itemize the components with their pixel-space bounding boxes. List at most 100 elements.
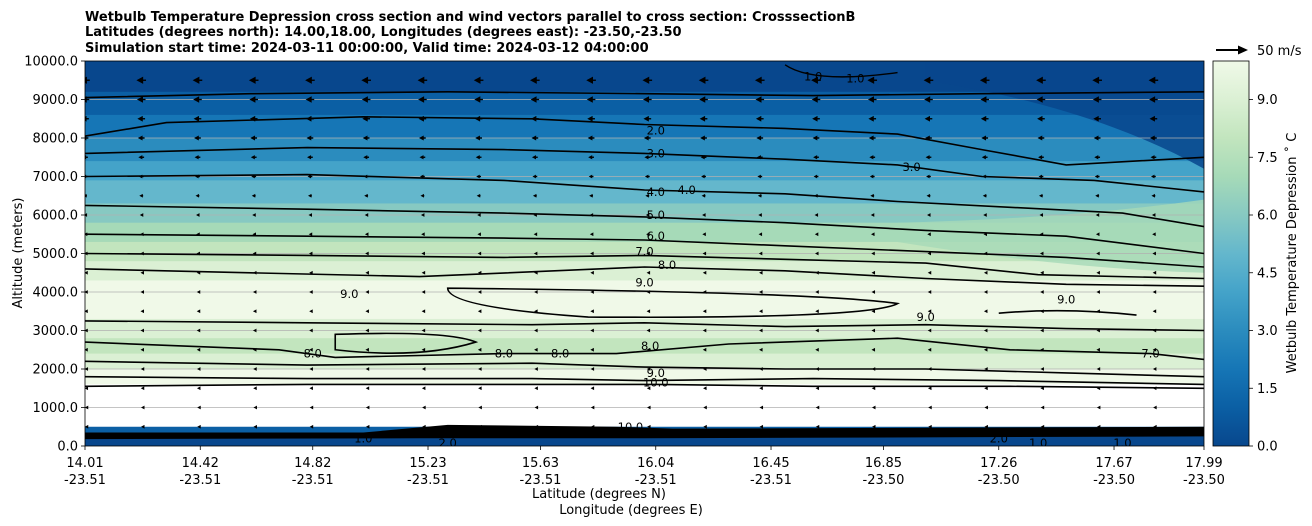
wind-vector-head <box>984 367 988 371</box>
wind-vector-head <box>1037 115 1043 122</box>
x-axis-label-longitude: Longitude (degrees E) <box>559 503 703 518</box>
wind-vector-head <box>196 309 201 314</box>
colorbar-label: Wetbulb Temperature Depression ˚ C <box>1284 133 1300 374</box>
contour-line <box>85 90 1204 99</box>
wind-vector-head <box>1092 76 1100 84</box>
wind-vector-head <box>534 328 538 333</box>
wind-vector-head <box>871 347 876 352</box>
wind-vector-head <box>421 290 426 294</box>
wind-vector-head <box>646 251 650 256</box>
wind-vector-head <box>85 309 88 314</box>
contour-label: 9.0 <box>635 275 653 289</box>
contour-label: 3.0 <box>902 160 920 174</box>
wind-vector-head <box>197 405 201 410</box>
wind-vector-head <box>642 76 650 84</box>
contour-label: 5.0 <box>647 208 665 222</box>
wind-vector-head <box>534 424 539 429</box>
wind-vector-head <box>309 290 313 294</box>
wind-vector-head <box>813 174 818 179</box>
wind-vector-head <box>756 135 762 141</box>
wind-vector-head <box>870 213 875 217</box>
contour-label: 1.0 <box>354 431 372 445</box>
wind-vector-head <box>871 424 876 429</box>
wind-vector-head <box>1036 76 1043 84</box>
wind-vector-head <box>421 270 426 275</box>
contour-fill-band <box>85 338 1204 355</box>
wind-vector-head <box>1152 309 1157 314</box>
wind-vector-head <box>192 76 200 84</box>
wind-vector-head <box>140 309 145 314</box>
chart-title-line-1: Wetbulb Temperature Depression cross sec… <box>85 10 855 25</box>
wind-vector-head <box>759 367 763 371</box>
wind-vector-head <box>590 424 595 429</box>
wind-vector-head <box>137 135 143 141</box>
wind-vector-head <box>421 328 426 333</box>
contour-label: 8.0 <box>495 347 513 361</box>
wind-vector-head <box>1093 135 1099 141</box>
wind-vector-head <box>928 405 932 410</box>
contour-label: 1.0 <box>804 69 822 83</box>
contour-label: 1.0 <box>1113 436 1131 450</box>
wind-vector-head <box>755 115 762 122</box>
wind-vector-head <box>1095 232 1100 237</box>
wind-vector-head <box>590 347 594 352</box>
wind-vector-head <box>815 405 820 410</box>
wind-vector-head <box>533 251 538 256</box>
wind-vector-head <box>253 424 257 429</box>
wind-vector-head <box>365 270 369 275</box>
chart-title-line-2: Latitudes (degrees north): 14.00,18.00, … <box>85 25 682 40</box>
wind-vector-head <box>702 213 706 217</box>
wind-vector-head <box>1096 309 1100 314</box>
contour-line <box>85 233 1204 268</box>
contour-line <box>446 287 901 319</box>
contour-fill-band <box>85 353 1204 370</box>
wind-vector-head <box>478 405 482 410</box>
wind-vector-head <box>1150 155 1155 160</box>
wind-vector-head <box>477 270 482 275</box>
wind-vector-head <box>928 424 932 429</box>
wind-vector-head <box>983 270 988 275</box>
quiver-key-label: 50 m/s <box>1257 44 1302 59</box>
wind-vector-head <box>646 328 651 333</box>
wind-vector-head <box>923 76 931 84</box>
y-tick-label: 5000.0 <box>33 247 79 262</box>
wind-vector-head <box>534 386 538 391</box>
wind-vector-head <box>1096 386 1101 391</box>
wind-vector-head <box>1039 213 1043 217</box>
wind-vector-head <box>364 193 368 198</box>
contour-fill-band <box>85 180 1204 204</box>
colorbar-ticks: 0.0 1.5 3.0 4.5 6.0 7.5 9.0 <box>1249 93 1278 455</box>
wind-vector-head <box>85 115 87 122</box>
wind-vector-head <box>983 328 988 333</box>
colorbar-tick-label: 1.5 <box>1257 382 1278 397</box>
wind-vector-head <box>812 115 818 122</box>
contour-line <box>334 332 479 354</box>
wind-vector-head <box>363 174 368 179</box>
wind-vector-head <box>308 232 313 237</box>
wind-vector-head <box>758 232 763 237</box>
wind-vector-head <box>1094 174 1099 179</box>
wind-vector-head <box>1152 251 1156 256</box>
wind-vector-head <box>815 309 819 314</box>
plot-area: 2.0 3.0 4.0 4.0 5.0 6.0 7.0 8.0 9.0 9.0 9.0 9.0 8.0 8… <box>85 61 1204 450</box>
wind-vector-head <box>647 424 651 429</box>
wind-vector-head <box>196 290 201 294</box>
wind-vector-head <box>869 174 874 179</box>
wind-vector-head <box>252 213 256 217</box>
wind-vector-head <box>754 76 762 84</box>
wind-vector-head <box>759 347 763 352</box>
wind-vector-head <box>589 213 594 217</box>
contour-line <box>85 337 1204 361</box>
wind-vector-head <box>421 251 425 256</box>
x-tick-label-lon: -23.50 <box>863 473 905 488</box>
wind-vector-head <box>361 96 368 103</box>
wind-vector-head <box>365 290 369 294</box>
wind-vector-head <box>1095 193 1099 198</box>
wind-vector-head <box>983 347 988 352</box>
wind-vector-head <box>589 193 593 198</box>
wind-vector-head <box>815 367 820 371</box>
wind-vector-head <box>196 251 201 256</box>
y-tick-label: 2000.0 <box>33 363 79 378</box>
wind-vector-head <box>477 328 482 333</box>
